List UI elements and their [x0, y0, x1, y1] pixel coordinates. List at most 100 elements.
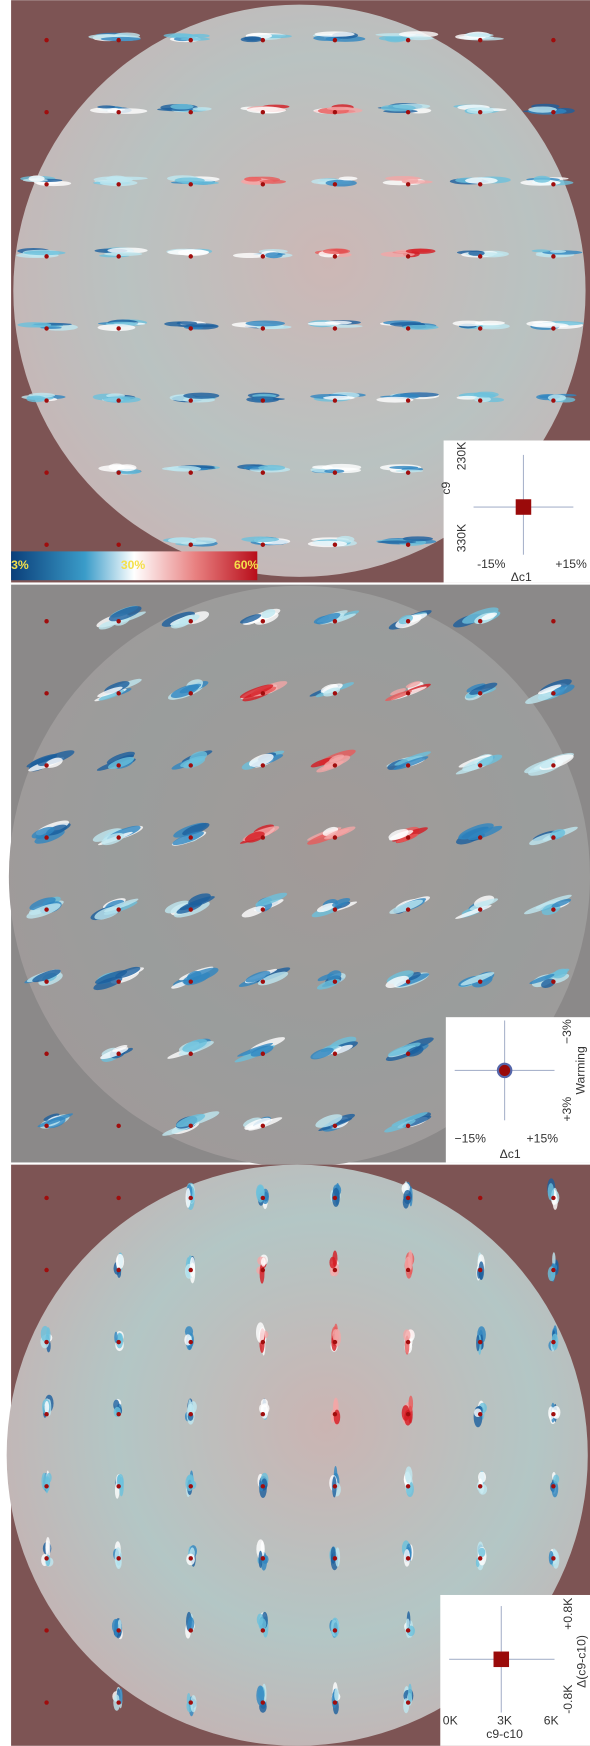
y-tick-label: +3% [560, 1097, 574, 1122]
grid-dot [116, 326, 120, 330]
grid-dot [44, 619, 48, 623]
scatter-cluster [406, 248, 436, 253]
grid-dot [478, 979, 482, 983]
grid-dot [333, 1124, 337, 1128]
grid-dot [44, 110, 48, 114]
scatter-cluster [258, 1618, 266, 1630]
scatter-cluster [103, 396, 141, 403]
grid-dot [261, 326, 265, 330]
grid-dot [551, 691, 555, 695]
grid-dot [261, 110, 265, 114]
grid-dot [116, 691, 120, 695]
grid-dot [333, 763, 337, 767]
grid-dot [478, 907, 482, 911]
grid-dot [333, 1484, 337, 1488]
x-tick-label: 3K [497, 1714, 512, 1728]
scatter-cluster [190, 1257, 195, 1277]
scatter-cluster [531, 323, 568, 328]
scatter-cluster [244, 177, 261, 182]
grid-dot [261, 1124, 265, 1128]
grid-dot [333, 326, 337, 330]
scatter-cluster [339, 176, 358, 180]
grid-dot [478, 1196, 482, 1200]
grid-dot [116, 1628, 120, 1632]
scatter-cluster [261, 1405, 268, 1419]
scatter-cluster [468, 251, 484, 256]
grid-dot [261, 907, 265, 911]
y-label: Δ(c9-c10) [574, 1635, 588, 1688]
grid-dot [189, 907, 193, 911]
grid-dot [116, 38, 120, 42]
grid-dot [333, 619, 337, 623]
scatter-cluster [192, 107, 211, 111]
grid-dot [261, 1196, 265, 1200]
grid-dot [406, 38, 410, 42]
grid-dot [44, 1268, 48, 1272]
grid-dot [406, 1628, 410, 1632]
grid-dot [116, 1124, 120, 1128]
x-label: Δc1 [500, 1147, 521, 1161]
grid-dot [189, 835, 193, 839]
grid-dot [406, 1700, 410, 1704]
grid-dot [44, 1412, 48, 1416]
grid-dot [333, 907, 337, 911]
grid-dot [406, 979, 410, 983]
grid-dot [551, 182, 555, 186]
colorbar-label: 60% [234, 558, 259, 572]
scatter-cluster [185, 1475, 194, 1491]
grid-dot [189, 1412, 193, 1416]
y-tick-label: +0.8K [561, 1598, 575, 1630]
grid-dot [189, 1340, 193, 1344]
grid-dot [406, 1340, 410, 1344]
scatter-cluster [26, 396, 46, 403]
scatter-cluster [241, 37, 263, 42]
grid-dot [261, 1628, 265, 1632]
page: 3% 30% 60% 230K c9 330K -15% +15% Δc1 −3… [0, 0, 590, 1746]
scatter-cluster [308, 541, 347, 548]
grid-dot [333, 110, 337, 114]
grid-dot [333, 835, 337, 839]
grid-dot [44, 907, 48, 911]
scatter-cluster [334, 1688, 339, 1701]
grid-dot [333, 1412, 337, 1416]
grid-dot [333, 254, 337, 258]
grid-dot [333, 543, 337, 547]
scatter-cluster [23, 251, 65, 256]
y-label: c9 [439, 482, 453, 495]
grid-dot [116, 979, 120, 983]
scatter-cluster [117, 464, 136, 471]
grid-dot [406, 691, 410, 695]
scatter-cluster [403, 536, 433, 541]
grid-dot [551, 763, 555, 767]
grid-dot [406, 254, 410, 258]
grid-dot [478, 110, 482, 114]
scatter-cluster [548, 394, 566, 401]
scatter-cluster [265, 252, 282, 258]
scatter-cluster [329, 1257, 336, 1269]
grid-dot [261, 1484, 265, 1488]
grid-dot [261, 398, 265, 402]
grid-dot [116, 1196, 120, 1200]
colorbar-label: 30% [121, 558, 146, 572]
grid-dot [551, 1484, 555, 1488]
grid-dot [551, 1412, 555, 1416]
grid-dot [551, 398, 555, 402]
grid-dot [44, 1052, 48, 1056]
grid-dot [116, 110, 120, 114]
grid-dot [189, 619, 193, 623]
scatter-cluster [258, 465, 285, 471]
grid-dot [44, 835, 48, 839]
grid-dot [44, 470, 48, 474]
grid-dot [189, 38, 193, 42]
grid-dot [478, 398, 482, 402]
grid-dot [189, 110, 193, 114]
grid-dot [261, 38, 265, 42]
scatter-cluster [550, 250, 566, 253]
grid-dot [116, 470, 120, 474]
scatter-cluster [114, 1619, 118, 1637]
grid-dot [333, 979, 337, 983]
grid-dot [333, 182, 337, 186]
grid-dot [333, 1628, 337, 1632]
grid-dot [261, 1700, 265, 1704]
grid-dot [551, 907, 555, 911]
